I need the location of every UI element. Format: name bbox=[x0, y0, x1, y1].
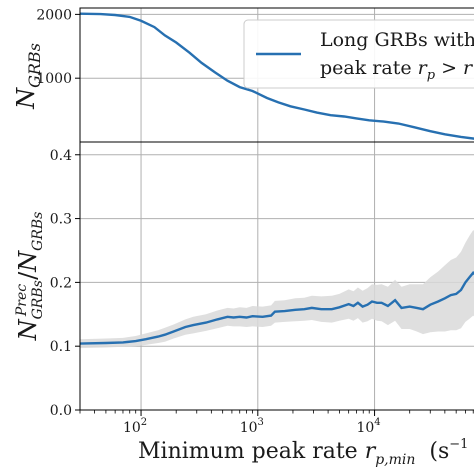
top-y-tick-label-0: 1000 bbox=[36, 71, 72, 87]
x-tick-label-0: 102 bbox=[123, 417, 147, 436]
bottom-ylabel: NGRBsPrec/NGRBs bbox=[14, 212, 46, 342]
bottom-y-tick-label-1: 0.1 bbox=[50, 339, 72, 355]
bottom-y-tick-label-3: 0.3 bbox=[50, 212, 72, 228]
top-ylabel: NGRBs bbox=[12, 43, 44, 110]
legend-line-2: peak rate rp > r bbox=[320, 57, 474, 83]
bottom-y-tick-label-2: 0.2 bbox=[50, 275, 72, 291]
bottom-y-tick-label-4: 0.4 bbox=[50, 148, 72, 164]
legend-line-1: Long GRBs with bbox=[320, 29, 474, 51]
x-tick-label-2: 104 bbox=[356, 417, 380, 436]
bottom-y-tick-label-0: 0.0 bbox=[50, 403, 72, 419]
top-series-line bbox=[79, 12, 474, 140]
legend-box bbox=[243, 19, 474, 89]
top-ticks: 1000 2000 bbox=[36, 7, 80, 87]
bottom-axes-frame bbox=[79, 141, 474, 411]
bottom-panel: 102 103 104 0.0 0.1 0.2 0.3 0.4 NGRBsPrec/NGRBs… bbox=[14, 141, 474, 468]
legend: Long GRBs with peak rate rp > r bbox=[243, 19, 474, 89]
x-tick-label-1: 103 bbox=[240, 417, 264, 436]
top-panel: 1000 2000 Long GRBs with peak rate rp > r… bbox=[12, 7, 474, 143]
bottom-grid bbox=[80, 142, 474, 411]
top-y-tick-label-1: 2000 bbox=[36, 7, 72, 23]
bottom-series-line bbox=[79, 271, 474, 345]
bottom-xlabel: Minimum peak rate rp,min (s−1 bbox=[138, 437, 468, 468]
bottom-ticks: 102 103 104 0.0 0.1 0.2 0.3 0.4 bbox=[50, 148, 474, 436]
bottom-uncertainty-band bbox=[80, 230, 474, 349]
